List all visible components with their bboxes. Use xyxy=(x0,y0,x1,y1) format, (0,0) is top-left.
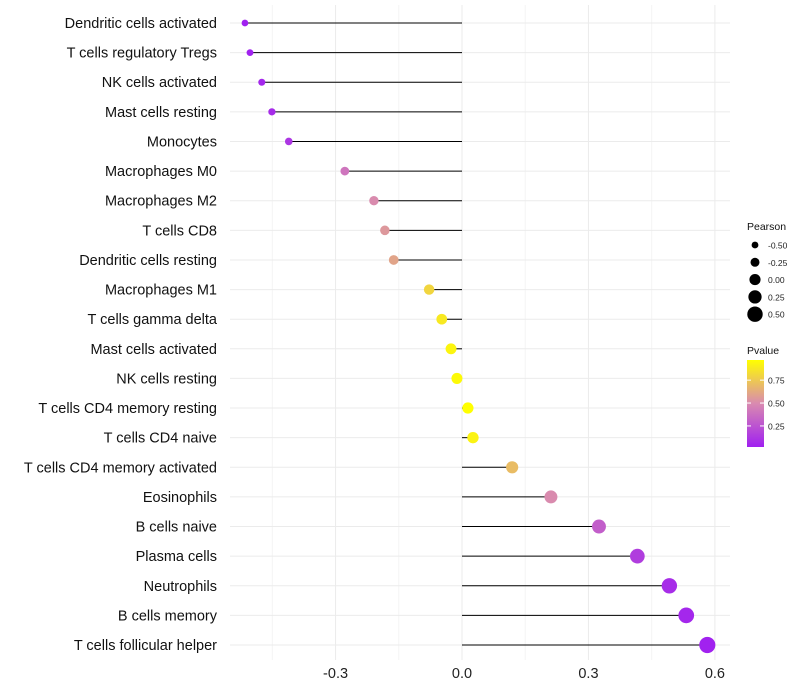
lollipop-point xyxy=(678,607,695,624)
x-tick-label: 0.6 xyxy=(705,666,725,682)
lollipop-point xyxy=(423,284,435,295)
lollipop-point xyxy=(506,461,519,474)
lollipop-point xyxy=(592,519,606,534)
legend-color-label: 0.75 xyxy=(768,376,785,386)
legend-title-pearson: Pearson xyxy=(747,221,786,233)
x-tick-label: -0.3 xyxy=(323,666,348,682)
category-label: Dendritic cells activated xyxy=(65,16,217,32)
lollipop-point xyxy=(388,255,399,265)
lollipop-point xyxy=(462,402,474,414)
legend-size-label: -0.25 xyxy=(768,258,788,268)
lollipop-point xyxy=(369,196,379,206)
legend-color-label: 0.25 xyxy=(768,421,785,431)
category-label: T cells regulatory Tregs xyxy=(67,46,217,62)
category-label: Mast cells resting xyxy=(105,105,217,121)
legend-size-key xyxy=(749,274,761,286)
legend-size-label: -0.50 xyxy=(768,241,788,251)
category-label: T cells CD4 memory resting xyxy=(38,401,217,417)
category-label: T cells gamma delta xyxy=(88,312,218,328)
lollipop-point xyxy=(246,49,254,57)
lollipop-point xyxy=(258,78,266,86)
x-tick-label: 0.0 xyxy=(452,666,472,682)
lollipop-point xyxy=(268,108,276,116)
lollipop-point xyxy=(436,313,448,325)
category-label: T cells CD4 memory activated xyxy=(24,460,217,476)
category-label: T cells CD4 naive xyxy=(104,431,217,447)
category-label: Macrophages M0 xyxy=(105,164,217,180)
legend-size-key xyxy=(748,290,762,304)
category-label: Monocytes xyxy=(147,134,217,150)
category-label: Mast cells activated xyxy=(90,342,217,358)
lollipop-point xyxy=(284,137,293,146)
legend-size-label: 0.25 xyxy=(768,292,785,302)
category-label: Eosinophils xyxy=(143,490,217,506)
legend-color-label: 0.50 xyxy=(768,399,785,409)
category-label: NK cells resting xyxy=(116,371,217,387)
lollipop-point xyxy=(661,578,678,594)
lollipop-point xyxy=(629,548,645,564)
category-label: T cells follicular helper xyxy=(74,638,217,654)
category-label: B cells memory xyxy=(118,608,218,624)
category-label: T cells CD8 xyxy=(142,223,217,239)
lollipop-point xyxy=(445,343,457,355)
lollipop-point xyxy=(380,225,390,236)
legend-size-key xyxy=(747,306,763,322)
legend-size-key xyxy=(750,257,760,267)
category-label: B cells naive xyxy=(136,520,217,536)
legend-title-pvalue: Pvalue xyxy=(747,345,779,357)
lollipop-point xyxy=(467,431,479,444)
category-label: Dendritic cells resting xyxy=(79,253,217,269)
lollipop-point xyxy=(241,19,249,27)
x-tick-label: 0.3 xyxy=(578,666,598,682)
category-label: Macrophages M1 xyxy=(105,283,217,299)
category-label: Plasma cells xyxy=(136,549,217,565)
lollipop-point xyxy=(699,636,716,654)
legend-size-key xyxy=(751,241,759,249)
category-label: NK cells activated xyxy=(102,75,217,91)
pvalue-colorbar xyxy=(747,360,764,447)
lollipop-point xyxy=(544,490,558,504)
category-label: Neutrophils xyxy=(144,579,217,595)
lollipop-point xyxy=(340,166,350,176)
lollipop-point xyxy=(451,372,463,384)
legend-size-label: 0.00 xyxy=(768,275,785,285)
legend-size-label: 0.50 xyxy=(768,310,785,320)
category-label: Macrophages M2 xyxy=(105,194,217,210)
